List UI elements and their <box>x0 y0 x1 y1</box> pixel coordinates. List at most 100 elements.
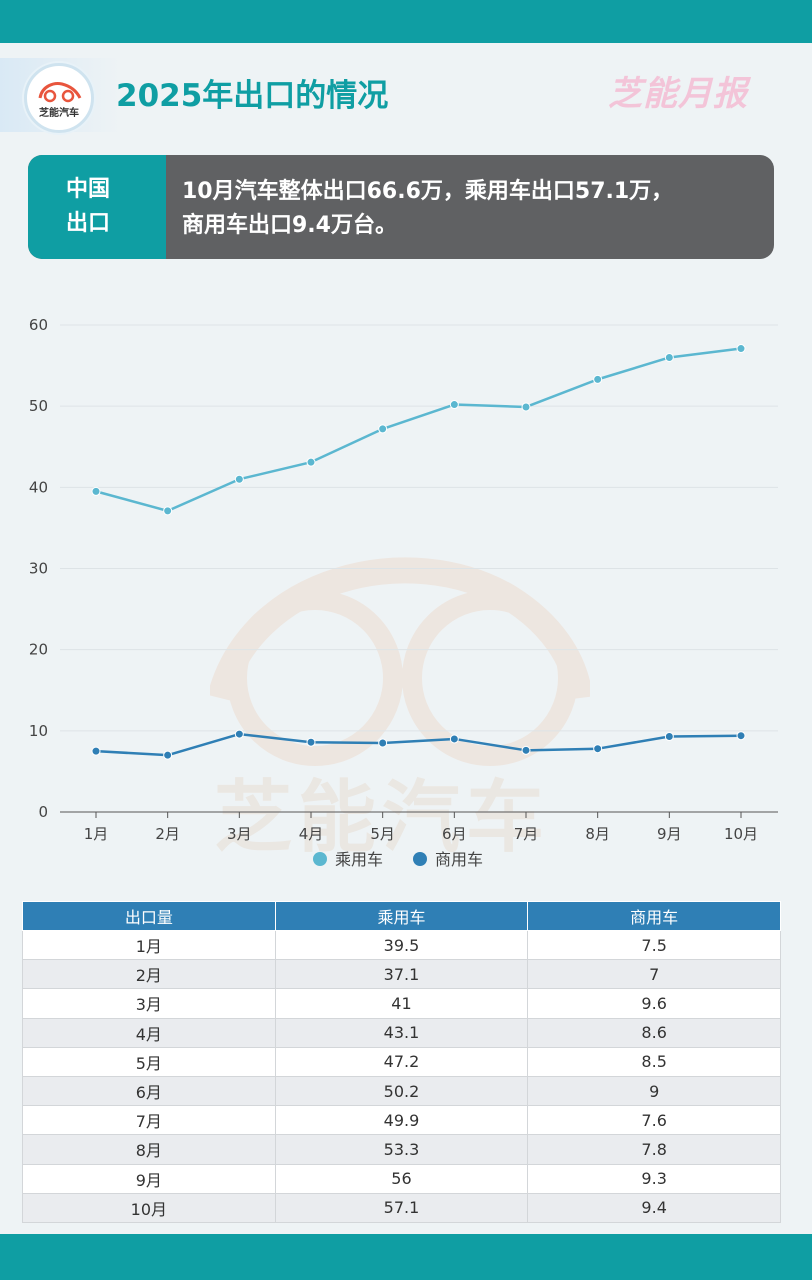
table-cell: 9.6 <box>527 988 781 1019</box>
watermark-text: 芝能汽车 <box>214 773 551 863</box>
x-tick-label: 9月 <box>657 825 682 843</box>
x-tick-label: 2月 <box>155 825 180 843</box>
data-point <box>593 374 603 384</box>
table-header-cell: 商用车 <box>527 901 781 931</box>
summary-text-line2: 商用车出口9.4万台。 <box>182 213 397 238</box>
table-header-cell: 乘用车 <box>274 901 529 931</box>
data-point <box>736 344 746 354</box>
data-point <box>664 732 674 742</box>
data-point <box>306 457 316 467</box>
x-tick-label: 6月 <box>442 825 467 843</box>
summary-label-line1: 中国 <box>66 177 111 202</box>
table-header-row: 出口量 乘用车 商用车 <box>22 901 781 931</box>
table-cell: 5月 <box>22 1046 276 1077</box>
data-point <box>593 744 603 754</box>
data-point <box>521 402 531 412</box>
data-point <box>378 738 388 748</box>
table-cell: 53.3 <box>274 1134 529 1165</box>
data-point <box>521 745 531 755</box>
summary-box: 中国 出口 10月汽车整体出口66.6万，乘用车出口57.1万， 商用车出口9.… <box>28 155 774 259</box>
table-cell: 37.1 <box>274 959 529 990</box>
data-point <box>234 474 244 484</box>
data-point <box>736 731 746 741</box>
table-row: 1月 39.5 7.5 <box>22 929 781 961</box>
table-cell: 7.5 <box>527 929 781 961</box>
table-cell: 6月 <box>22 1075 276 1107</box>
data-point <box>306 737 316 747</box>
y-tick-label: 50 <box>29 397 48 415</box>
table-cell: 9 <box>527 1075 781 1107</box>
car-logo-icon <box>38 82 82 103</box>
line-chart: 0 10 20 30 40 50 60 1月 2月 3月 4月 5月 6月 7月 8月 9月 10月 乘用车 商用… <box>29 316 778 869</box>
data-point <box>449 400 459 410</box>
data-point <box>163 506 173 516</box>
series-line-passenger <box>95 347 742 513</box>
table-row: 7月 49.9 7.6 <box>22 1105 781 1136</box>
table-cell: 41 <box>274 988 529 1019</box>
data-table: 出口量 乘用车 商用车 1月 39.5 7.5 2月 37.1 7 3月 41 … <box>22 901 781 1223</box>
brand-title: 芝能月报 <box>608 74 748 114</box>
table-cell: 9.3 <box>527 1163 781 1194</box>
legend-marker <box>313 852 327 866</box>
table-cell: 56 <box>274 1163 529 1194</box>
top-bar <box>0 0 812 43</box>
table-cell: 43.1 <box>274 1017 529 1048</box>
table-cell: 10月 <box>22 1192 276 1223</box>
y-tick-label: 60 <box>29 316 48 334</box>
table-cell: 57.1 <box>274 1192 529 1223</box>
table-row: 2月 37.1 7 <box>22 959 781 990</box>
series-line-commercial <box>95 732 742 757</box>
logo-text: 芝能汽车 <box>39 108 79 119</box>
table-row: 5月 47.2 8.5 <box>22 1046 781 1077</box>
summary-label-box: 中国 出口 <box>28 155 166 259</box>
data-point <box>378 424 388 434</box>
table-cell: 9月 <box>22 1163 276 1194</box>
data-point <box>449 734 459 744</box>
data-point <box>91 486 101 496</box>
table-cell: 4月 <box>22 1017 276 1048</box>
table-cell: 1月 <box>22 929 276 961</box>
legend-label: 乘用车 <box>335 850 383 869</box>
data-point <box>234 729 244 739</box>
table-cell: 8.6 <box>527 1017 781 1048</box>
x-tick-label: 4月 <box>299 825 324 843</box>
data-point <box>664 352 674 362</box>
table-cell: 8月 <box>22 1134 276 1165</box>
table-row: 3月 41 9.6 <box>22 988 781 1019</box>
table-cell: 3月 <box>22 988 276 1019</box>
x-tick-label: 10月 <box>724 825 758 843</box>
summary-label-line2: 出口 <box>66 211 111 236</box>
x-tick-label: 5月 <box>370 825 395 843</box>
x-tick-label: 1月 <box>84 825 109 843</box>
table-row: 9月 56 9.3 <box>22 1163 781 1194</box>
data-point <box>91 746 101 756</box>
table-row: 10月 57.1 9.4 <box>22 1192 781 1223</box>
table-cell: 9.4 <box>527 1192 781 1223</box>
table-cell: 7.8 <box>527 1134 781 1165</box>
summary-label: 中国 出口 <box>66 173 126 241</box>
table-row: 4月 43.1 8.6 <box>22 1017 781 1048</box>
table-cell: 7.6 <box>527 1105 781 1136</box>
y-tick-label: 30 <box>29 560 48 578</box>
y-tick-label: 0 <box>38 803 48 821</box>
y-tick-label: 20 <box>29 641 48 659</box>
legend-label: 商用车 <box>435 850 483 869</box>
table-cell: 49.9 <box>274 1105 529 1136</box>
table-cell: 2月 <box>22 959 276 990</box>
bottom-bar <box>0 1234 812 1280</box>
table-cell: 47.2 <box>274 1046 529 1077</box>
summary-text: 10月汽车整体出口66.6万，乘用车出口57.1万， 商用车出口9.4万台。 <box>182 175 762 243</box>
table-cell: 39.5 <box>274 929 529 961</box>
summary-text-line1: 10月汽车整体出口66.6万，乘用车出口57.1万， <box>182 179 674 204</box>
y-tick-label: 40 <box>29 478 48 496</box>
logo: 芝能汽车 <box>24 63 94 133</box>
table-row: 8月 53.3 7.8 <box>22 1134 781 1165</box>
table-cell: 7 <box>527 959 781 990</box>
x-tick-label: 8月 <box>585 825 610 843</box>
table-cell: 7月 <box>22 1105 276 1136</box>
legend-marker <box>413 852 427 866</box>
x-tick-label: 3月 <box>227 825 252 843</box>
table-cell: 50.2 <box>274 1075 529 1107</box>
table-row: 6月 50.2 9 <box>22 1075 781 1107</box>
y-tick-label: 10 <box>29 722 48 740</box>
